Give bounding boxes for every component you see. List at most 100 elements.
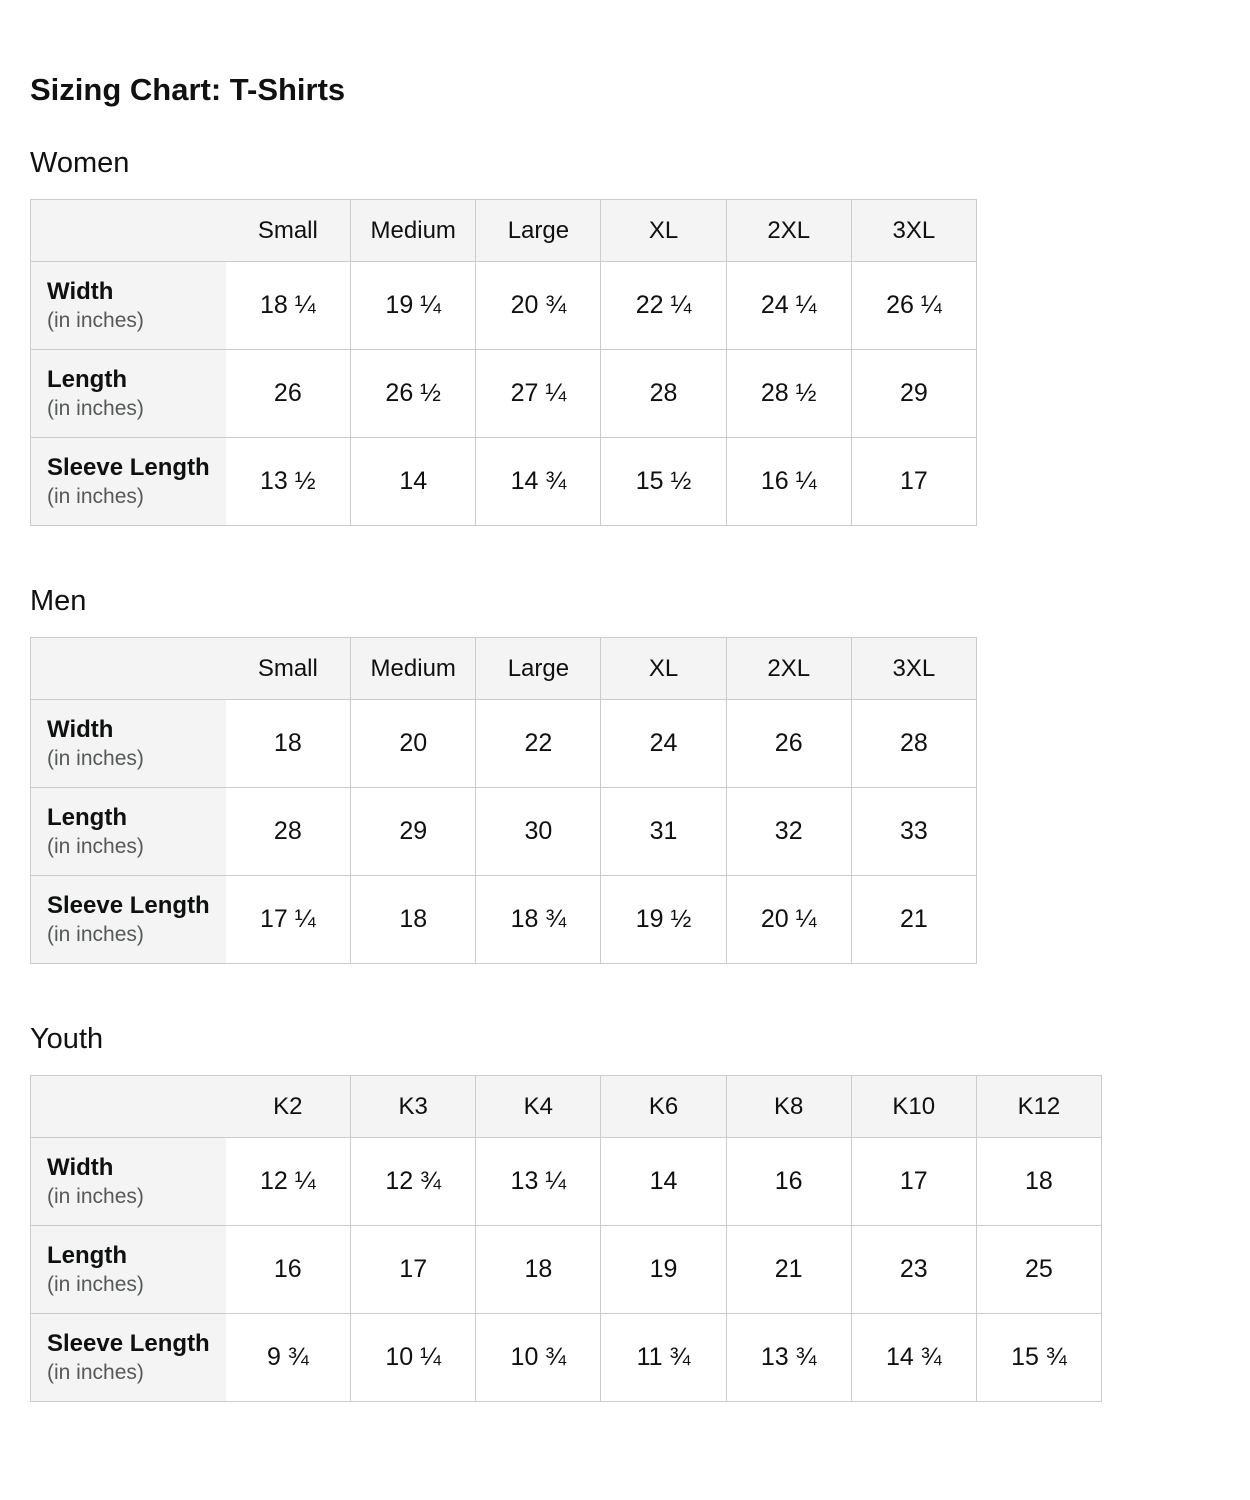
row-label: Sleeve Length — [47, 1330, 210, 1357]
row-label: Width — [47, 1154, 114, 1181]
size-value-cell: 11 ¾ — [600, 1313, 727, 1402]
size-value-cell: 12 ¼ — [225, 1137, 351, 1226]
size-value-cell: 22 — [475, 699, 601, 788]
size-value-cell: 29 — [350, 787, 476, 876]
women-length-row: Length (in inches) 26 26 ½ 27 ¼ 28 28 ½ … — [30, 349, 977, 438]
column-header-2xl: 2XL — [725, 199, 852, 262]
section-heading-men: Men — [30, 585, 87, 617]
youth-header-row: K2 K3 K4 K6 K8 K10 K12 — [30, 1075, 1102, 1138]
size-value-cell: 10 ¼ — [350, 1313, 476, 1402]
row-label-cell: Width (in inches) — [30, 699, 226, 788]
size-value-cell: 16 ¼ — [725, 437, 852, 526]
women-header-row: Small Medium Large XL 2XL 3XL — [30, 199, 977, 262]
size-value-cell: 30 — [475, 787, 601, 876]
size-value-cell: 15 ½ — [600, 437, 727, 526]
size-value-cell: 12 ¾ — [350, 1137, 476, 1226]
size-value-cell: 29 — [850, 349, 977, 438]
size-value-cell: 28 — [600, 349, 727, 438]
size-value-cell: 18 — [475, 1225, 601, 1314]
size-value-cell: 18 — [225, 699, 351, 788]
column-header-medium: Medium — [350, 199, 476, 262]
size-value-cell: 16 — [725, 1137, 852, 1226]
men-size-table: Small Medium Large XL 2XL 3XL Width (in … — [30, 637, 977, 964]
size-value-cell: 24 ¼ — [725, 261, 852, 350]
row-label-cell: Length (in inches) — [30, 349, 226, 438]
row-label: Sleeve Length — [47, 892, 210, 919]
size-value-cell: 17 — [350, 1225, 476, 1314]
column-header-k12: K12 — [975, 1075, 1102, 1138]
youth-width-row: Width (in inches) 12 ¼ 12 ¾ 13 ¼ 14 16 1… — [30, 1137, 1102, 1226]
column-header-xl: XL — [600, 637, 727, 700]
size-value-cell: 15 ¾ — [975, 1313, 1102, 1402]
row-unit: (in inches) — [47, 747, 144, 770]
size-value-cell: 20 — [350, 699, 476, 788]
column-header-large: Large — [475, 199, 601, 262]
size-value-cell: 22 ¼ — [600, 261, 727, 350]
column-header-medium: Medium — [350, 637, 476, 700]
size-value-cell: 27 ¼ — [475, 349, 601, 438]
column-header-k10: K10 — [850, 1075, 977, 1138]
sizing-chart-page: Sizing Chart: T-Shirts Women Small Mediu… — [30, 72, 1102, 1402]
size-value-cell: 25 — [975, 1225, 1102, 1314]
women-sleeve-row: Sleeve Length (in inches) 13 ½ 14 14 ¾ 1… — [30, 437, 977, 526]
row-label: Width — [47, 278, 114, 305]
size-value-cell: 16 — [225, 1225, 351, 1314]
row-label-cell: Length (in inches) — [30, 1225, 226, 1314]
size-value-cell: 20 ¼ — [725, 875, 852, 964]
row-unit: (in inches) — [47, 1273, 144, 1296]
youth-length-row: Length (in inches) 16 17 18 19 21 23 25 — [30, 1225, 1102, 1314]
men-sleeve-row: Sleeve Length (in inches) 17 ¼ 18 18 ¾ 1… — [30, 875, 977, 964]
size-value-cell: 32 — [725, 787, 852, 876]
row-unit: (in inches) — [47, 1361, 144, 1384]
row-unit: (in inches) — [47, 485, 144, 508]
youth-sleeve-row: Sleeve Length (in inches) 9 ¾ 10 ¼ 10 ¾ … — [30, 1313, 1102, 1402]
size-value-cell: 17 — [850, 1137, 977, 1226]
row-unit: (in inches) — [47, 309, 144, 332]
size-value-cell: 19 — [600, 1225, 727, 1314]
column-header-k4: K4 — [475, 1075, 601, 1138]
column-header-k8: K8 — [725, 1075, 852, 1138]
row-label: Length — [47, 366, 127, 393]
size-value-cell: 14 — [350, 437, 476, 526]
row-unit: (in inches) — [47, 1185, 144, 1208]
size-value-cell: 18 ¾ — [475, 875, 601, 964]
empty-corner-cell — [30, 199, 226, 262]
size-value-cell: 28 ½ — [725, 349, 852, 438]
row-unit: (in inches) — [47, 923, 144, 946]
size-value-cell: 17 — [850, 437, 977, 526]
size-value-cell: 23 — [850, 1225, 977, 1314]
size-value-cell: 28 — [225, 787, 351, 876]
youth-size-table: K2 K3 K4 K6 K8 K10 K12 Width (in inches)… — [30, 1075, 1102, 1402]
men-width-row: Width (in inches) 18 20 22 24 26 28 — [30, 699, 977, 788]
size-value-cell: 9 ¾ — [225, 1313, 351, 1402]
section-heading-women: Women — [30, 147, 130, 179]
row-label: Length — [47, 804, 127, 831]
size-value-cell: 14 — [600, 1137, 727, 1226]
size-value-cell: 14 ¾ — [475, 437, 601, 526]
column-header-k6: K6 — [600, 1075, 727, 1138]
row-label-cell: Sleeve Length (in inches) — [30, 1313, 226, 1402]
section-heading-youth: Youth — [30, 1023, 104, 1055]
size-value-cell: 21 — [850, 875, 977, 964]
row-label-cell: Sleeve Length (in inches) — [30, 437, 226, 526]
size-value-cell: 26 ¼ — [850, 261, 977, 350]
row-label: Width — [47, 716, 114, 743]
size-value-cell: 19 ½ — [600, 875, 727, 964]
column-header-small: Small — [225, 199, 351, 262]
size-value-cell: 18 — [350, 875, 476, 964]
row-unit: (in inches) — [47, 835, 144, 858]
men-header-row: Small Medium Large XL 2XL 3XL — [30, 637, 977, 700]
row-unit: (in inches) — [47, 397, 144, 420]
size-value-cell: 14 ¾ — [850, 1313, 977, 1402]
column-header-large: Large — [475, 637, 601, 700]
column-header-k3: K3 — [350, 1075, 476, 1138]
size-value-cell: 19 ¼ — [350, 261, 476, 350]
column-header-3xl: 3XL — [850, 199, 977, 262]
size-value-cell: 13 ¼ — [475, 1137, 601, 1226]
size-value-cell: 18 ¼ — [225, 261, 351, 350]
row-label: Length — [47, 1242, 127, 1269]
column-header-2xl: 2XL — [725, 637, 852, 700]
size-value-cell: 17 ¼ — [225, 875, 351, 964]
row-label: Sleeve Length — [47, 454, 210, 481]
size-value-cell: 26 ½ — [350, 349, 476, 438]
